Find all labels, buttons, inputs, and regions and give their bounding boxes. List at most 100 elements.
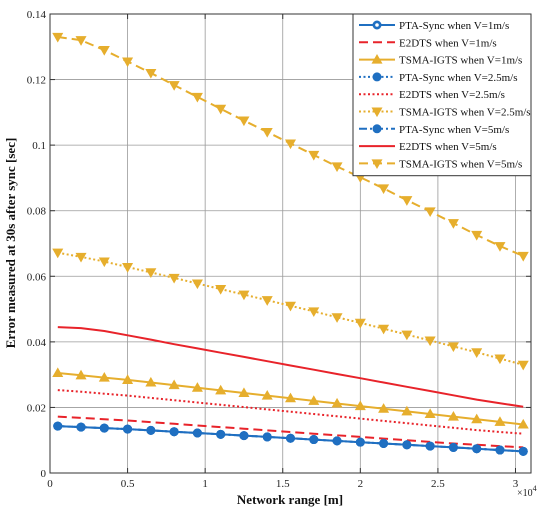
series-line xyxy=(57,425,524,453)
data-point xyxy=(191,92,203,103)
data-point xyxy=(332,436,342,446)
data-point xyxy=(517,251,529,262)
data-point xyxy=(191,279,203,290)
legend-label: TSMA-IGTS when V=1m/s xyxy=(399,55,522,67)
data-point xyxy=(145,68,157,79)
data-point xyxy=(372,72,382,82)
data-point xyxy=(215,384,227,395)
x-tick-label: 1 xyxy=(202,478,208,490)
data-point xyxy=(494,416,506,426)
data-point xyxy=(378,403,390,413)
y-tick-label: 0 xyxy=(41,468,47,480)
legend-label: E2DTS when V=5m/s xyxy=(399,141,497,153)
data-point xyxy=(122,263,134,273)
data-point xyxy=(495,445,505,455)
data-point xyxy=(168,81,180,91)
data-point xyxy=(331,162,343,173)
series-7 xyxy=(53,421,528,456)
data-point xyxy=(471,230,483,241)
data-point xyxy=(371,107,383,118)
x-axis-label: Network range [m] xyxy=(237,492,343,507)
legend-label: TSMA-IGTS when V=2.5m/s xyxy=(399,107,531,119)
data-point xyxy=(191,382,203,392)
series-group xyxy=(52,32,529,456)
x-tick-label: 0 xyxy=(47,478,53,490)
data-point xyxy=(378,184,390,195)
data-point xyxy=(238,290,250,301)
data-point xyxy=(52,248,64,259)
data-point xyxy=(261,296,273,306)
data-point xyxy=(518,446,528,456)
legend-item: E2DTS when V=2.5m/s xyxy=(359,89,505,101)
y-tick-label: 0.14 xyxy=(27,9,47,21)
data-point xyxy=(517,360,529,371)
data-point xyxy=(238,116,250,127)
x-tick-label: 2 xyxy=(358,478,364,490)
y-tick-label: 0.04 xyxy=(27,337,47,349)
series-3 xyxy=(52,367,529,429)
x-multiplier-base: ×10 xyxy=(517,488,533,499)
x-tick-label: 2.5 xyxy=(431,478,445,490)
series-8 xyxy=(57,326,524,408)
legend-label: PTA-Sync when V=2.5m/s xyxy=(399,72,517,84)
data-point xyxy=(262,432,272,442)
data-point xyxy=(192,428,202,438)
series-line xyxy=(57,326,524,408)
legend-label: E2DTS when V=1m/s xyxy=(399,37,497,49)
data-point xyxy=(354,318,366,329)
series-2 xyxy=(57,415,524,449)
data-point xyxy=(379,438,389,448)
data-point xyxy=(308,395,320,405)
data-point xyxy=(309,435,319,445)
data-point xyxy=(448,442,458,452)
legend-label: E2DTS when V=2.5m/s xyxy=(399,89,505,101)
data-point xyxy=(372,124,382,134)
data-point xyxy=(424,207,436,217)
data-point xyxy=(354,400,366,411)
series-line xyxy=(57,389,524,435)
legend-item: TSMA-IGTS when V=5m/s xyxy=(359,158,522,170)
data-point xyxy=(169,427,179,437)
data-point xyxy=(122,374,134,384)
data-point xyxy=(424,408,436,419)
legend-item: E2DTS when V=1m/s xyxy=(359,37,497,49)
data-point xyxy=(494,354,506,365)
data-point xyxy=(145,268,157,278)
x-tick-label: 1.5 xyxy=(276,478,290,490)
legend-label: PTA-Sync when V=1m/s xyxy=(399,20,509,32)
data-point xyxy=(75,369,87,380)
data-point xyxy=(471,348,483,358)
data-point xyxy=(425,441,435,451)
data-point xyxy=(75,252,87,263)
data-point xyxy=(308,150,320,161)
data-point xyxy=(284,301,297,312)
data-point xyxy=(123,424,133,434)
data-point xyxy=(402,440,412,450)
data-point xyxy=(52,32,64,43)
y-tick-label: 0.02 xyxy=(27,402,46,414)
data-point xyxy=(284,392,297,403)
legend: PTA-Sync when V=1m/s E2DTS when V=1m/s TSM… xyxy=(352,13,532,177)
data-point xyxy=(168,379,180,390)
data-point xyxy=(99,423,109,433)
legend-label: TSMA-IGTS when V=5m/s xyxy=(399,158,522,170)
legend-item: PTA-Sync when V=2.5m/s xyxy=(359,72,517,84)
data-point xyxy=(378,324,390,335)
data-point xyxy=(146,425,156,435)
legend-item: E2DTS when V=5m/s xyxy=(359,141,497,153)
data-point xyxy=(286,433,295,443)
data-point xyxy=(517,418,529,429)
data-point xyxy=(401,405,413,416)
plot-frame xyxy=(49,13,532,474)
data-point xyxy=(494,242,506,252)
data-point xyxy=(401,196,413,206)
series-5 xyxy=(57,389,524,435)
series-line xyxy=(57,415,524,449)
y-tick-label: 0.06 xyxy=(27,271,47,283)
y-tick-label: 0.08 xyxy=(27,206,47,218)
data-point xyxy=(331,313,343,323)
legend-label: PTA-Sync when V=5m/s xyxy=(399,124,509,136)
legend-item: PTA-Sync when V=5m/s xyxy=(359,124,509,136)
data-point xyxy=(98,257,110,268)
